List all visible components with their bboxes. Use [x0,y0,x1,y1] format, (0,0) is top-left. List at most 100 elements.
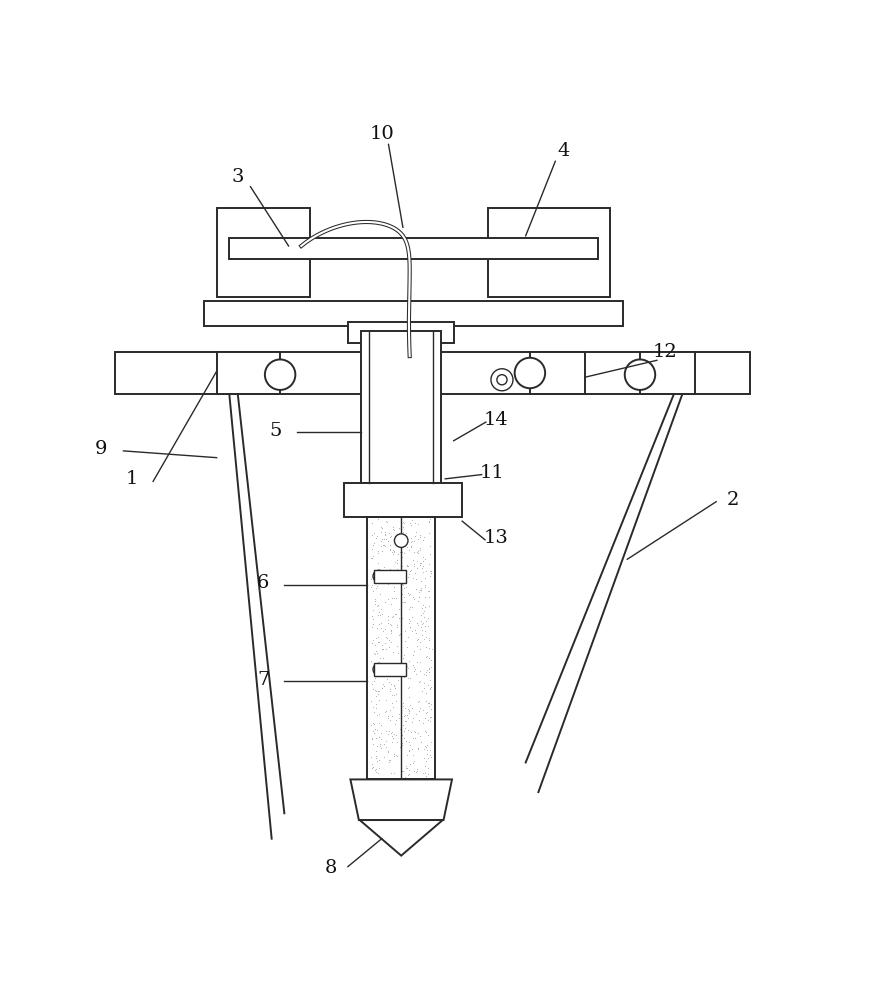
Point [381,710,395,726]
Point [394,686,408,702]
Point [385,656,400,672]
Point [384,622,398,638]
Point [366,611,380,627]
Point [378,703,392,719]
Point [415,613,429,629]
Point [383,572,397,588]
Point [406,747,420,763]
Point [365,632,379,648]
Text: 7: 7 [257,671,269,689]
Point [387,678,401,694]
Point [416,558,430,574]
Circle shape [373,570,385,582]
Point [391,617,405,633]
Point [380,612,394,628]
Point [384,528,398,544]
Point [423,734,437,750]
Point [396,650,410,666]
Point [407,643,422,659]
Point [414,619,428,635]
Point [374,601,388,617]
Point [366,736,380,752]
Point [400,661,414,677]
Text: 1: 1 [126,470,138,488]
Point [419,629,433,645]
Point [393,699,407,715]
Point [388,606,402,622]
Point [392,520,406,536]
Point [421,583,435,599]
Point [380,671,394,687]
Point [411,631,425,647]
Circle shape [624,359,655,390]
Point [399,579,413,595]
Point [368,661,382,677]
Point [376,623,390,639]
Point [392,721,407,737]
Point [386,730,400,746]
Point [370,543,385,559]
Point [416,702,430,718]
Point [402,653,416,669]
Point [393,612,407,628]
Point [370,645,385,661]
Point [413,641,427,657]
Point [423,679,437,695]
Circle shape [394,534,408,547]
Point [412,674,426,690]
Point [370,634,385,650]
Point [388,575,402,591]
Point [385,596,399,612]
Point [372,634,386,650]
Point [367,716,381,732]
Point [386,765,400,781]
Point [386,579,400,595]
Point [365,541,379,557]
Point [387,522,401,538]
Point [385,634,399,650]
Point [383,529,397,545]
Point [415,683,430,699]
Polygon shape [360,820,443,856]
Point [411,725,425,741]
Point [384,725,398,741]
Point [403,619,417,635]
Circle shape [491,369,513,391]
Point [377,559,392,575]
Point [385,724,400,740]
Circle shape [373,663,385,675]
Point [365,760,379,776]
Point [390,555,404,571]
Point [394,652,408,668]
Point [375,637,389,653]
Point [407,556,421,572]
Point [366,537,380,553]
Point [422,556,436,572]
Text: 4: 4 [557,142,570,160]
Point [385,667,400,683]
Point [424,641,438,657]
Point [395,549,409,565]
Point [375,543,389,559]
Bar [530,352,585,394]
Point [407,533,421,549]
Point [422,640,437,656]
Point [408,515,422,531]
Point [410,593,424,609]
Point [365,608,379,624]
Point [382,754,396,770]
Text: 9: 9 [94,440,107,458]
Point [394,729,408,745]
Point [375,606,389,622]
Point [383,752,397,768]
Point [400,558,414,574]
Point [402,742,416,758]
Point [412,589,426,605]
Point [385,695,399,711]
Point [383,683,397,699]
Point [418,551,432,567]
Point [406,512,420,528]
Point [421,648,435,664]
Point [419,693,433,709]
Point [422,546,437,562]
